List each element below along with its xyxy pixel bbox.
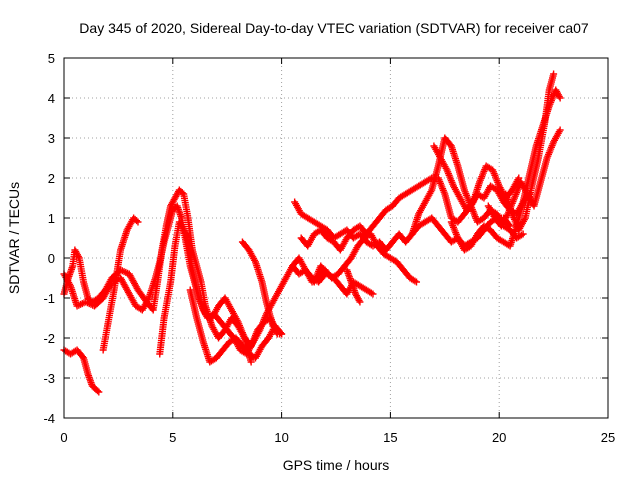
data-point xyxy=(519,230,527,238)
y-axis-ticks: -4 -3 -2 -1 0 1 2 3 4 5 xyxy=(43,51,608,426)
data-point xyxy=(426,175,434,183)
x-tick-label: 0 xyxy=(60,430,67,445)
data-point xyxy=(134,218,142,226)
y-tick-label: 5 xyxy=(48,51,55,66)
y-tick-label: -4 xyxy=(43,411,55,426)
y-tick-label: -1 xyxy=(43,291,55,306)
data-point xyxy=(278,330,286,338)
series-trace-f xyxy=(186,286,286,366)
data-point xyxy=(413,278,421,286)
series-trace-h xyxy=(291,198,514,254)
data-point xyxy=(411,277,419,285)
series-trace-l xyxy=(343,266,364,306)
series-trace-d xyxy=(99,214,142,354)
series-trace-g xyxy=(238,238,277,330)
data-point xyxy=(550,70,558,78)
x-tick-label: 10 xyxy=(274,430,288,445)
series-trace-a xyxy=(60,346,103,396)
data-point xyxy=(178,189,186,197)
y-tick-label: 4 xyxy=(48,91,55,106)
data-point xyxy=(518,231,526,239)
plot-frame xyxy=(63,57,609,419)
y-axis-label: SDTVAR / TECUs xyxy=(6,182,22,294)
data-point xyxy=(133,217,141,225)
y-tick-label: 0 xyxy=(48,251,55,266)
data-point xyxy=(556,126,564,134)
grid-lines xyxy=(64,58,608,418)
data-point xyxy=(356,298,364,306)
data-point xyxy=(247,358,255,366)
x-axis-label: GPS time / hours xyxy=(283,457,390,473)
series-trace-q xyxy=(502,70,558,234)
data-point xyxy=(367,289,375,297)
chart-title: Day 345 of 2020, Sidereal Day-to-day VTE… xyxy=(79,20,589,36)
x-tick-label: 15 xyxy=(383,430,397,445)
x-tick-label: 20 xyxy=(492,430,506,445)
series-trace-n xyxy=(430,142,523,214)
data-point xyxy=(555,92,563,100)
y-tick-label: -3 xyxy=(43,371,55,386)
x-tick-label: 5 xyxy=(169,430,176,445)
y-tick-label: -2 xyxy=(43,331,55,346)
data-point xyxy=(369,290,377,298)
data-point xyxy=(269,322,277,330)
data-point xyxy=(74,252,82,260)
data-points xyxy=(60,70,564,396)
data-point xyxy=(78,353,86,361)
data-point xyxy=(556,94,564,102)
x-tick-label: 25 xyxy=(601,430,615,445)
data-point xyxy=(355,296,363,304)
data-point xyxy=(277,329,285,337)
x-axis-ticks: 0 5 10 15 20 25 xyxy=(60,58,615,445)
data-point xyxy=(515,174,523,182)
y-tick-label: 3 xyxy=(48,131,55,146)
data-point xyxy=(94,387,102,395)
data-point xyxy=(95,388,103,396)
y-tick-label: 1 xyxy=(48,211,55,226)
y-tick-label: 2 xyxy=(48,171,55,186)
